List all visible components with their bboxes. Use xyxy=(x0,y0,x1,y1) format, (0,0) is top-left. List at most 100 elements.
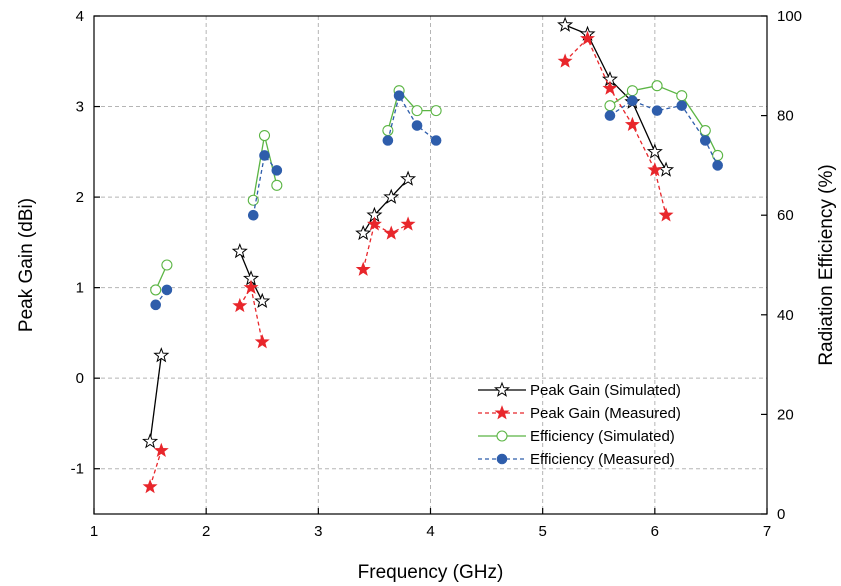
efficiency-measured-series xyxy=(150,90,723,311)
y-tick-label: 2 xyxy=(76,189,84,206)
y2-tick-label: 0 xyxy=(777,506,785,523)
efficiency-measured-point xyxy=(627,95,638,106)
data-layer xyxy=(142,16,724,494)
x-axis-label: Frequency (GHz) xyxy=(358,562,504,583)
x-tick-label: 7 xyxy=(763,523,771,540)
efficiency-simulated-point xyxy=(626,85,638,97)
efficiency-simulated-point xyxy=(150,284,162,296)
peak-gain-measured-point xyxy=(557,53,573,68)
peak-gain-measured-point xyxy=(355,261,371,276)
peak-gain-measured-point xyxy=(658,207,674,222)
peak-gain-simulated-point xyxy=(142,433,159,449)
legend-marker xyxy=(496,453,508,465)
efficiency-measured-point xyxy=(430,135,442,146)
peak-gain-measured-point xyxy=(254,334,270,349)
efficiency-measured-point xyxy=(676,100,688,111)
peak-gain-simulated-point xyxy=(658,161,675,177)
y2-tick-label: 60 xyxy=(777,207,794,224)
peak-gain-simulated-point xyxy=(557,16,574,32)
efficiency-simulated-point xyxy=(430,105,442,117)
efficiency-measured-point xyxy=(604,110,616,121)
efficiency-simulated-point xyxy=(271,179,283,191)
peak-gain-simulated-line xyxy=(564,24,667,171)
efficiency-measured-line xyxy=(252,153,278,216)
peak-gain-measured-line xyxy=(362,223,409,270)
y2-tick-label: 100 xyxy=(777,8,802,25)
legend-marker xyxy=(493,381,511,397)
peak-gain-measured-series xyxy=(142,30,674,494)
efficiency-simulated-point xyxy=(699,124,711,137)
y2-tick-label: 20 xyxy=(777,406,794,423)
peak-gain-measured-point xyxy=(243,279,259,294)
peak-gain-simulated-point xyxy=(231,242,248,259)
efficiency-simulated-point xyxy=(604,100,616,112)
x-tick-label: 1 xyxy=(90,523,98,540)
efficiency-measured-point xyxy=(382,135,394,146)
efficiency-simulated-point xyxy=(411,105,423,117)
efficiency-simulated-point xyxy=(258,129,271,142)
efficiency-measured-point xyxy=(651,105,663,116)
efficiency-simulated-point xyxy=(651,80,663,92)
efficiency-simulated-point xyxy=(247,194,259,206)
x-tick-label: 5 xyxy=(538,523,546,540)
peak-gain-measured-point xyxy=(153,442,169,457)
peak-gain-measured-point xyxy=(142,478,158,494)
efficiency-simulated-point xyxy=(676,90,688,102)
peak-gain-simulated-point xyxy=(355,224,372,241)
y-tick-label: 4 xyxy=(76,8,84,25)
efficiency-measured-point xyxy=(247,209,259,221)
y-tick-label: 1 xyxy=(76,280,84,297)
y2-axis-label: Radiation Efficiency (%) xyxy=(816,164,837,365)
efficiency-measured-point xyxy=(161,284,173,296)
legend: Peak Gain (Simulated) Peak Gain (Measured… xyxy=(478,381,681,468)
efficiency-measured-point xyxy=(271,165,283,176)
efficiency-simulated-point xyxy=(161,259,173,271)
y-tick-label: 0 xyxy=(76,370,84,387)
peak-gain-simulated-line xyxy=(362,178,409,234)
peak-gain-simulated-point xyxy=(400,170,417,186)
x-tick-label: 2 xyxy=(202,523,210,540)
legend-item-efficiency-measured: Efficiency (Measured) xyxy=(478,451,675,468)
legend-label: Peak Gain (Simulated) xyxy=(530,382,681,399)
peak-gain-measured-point xyxy=(400,216,416,231)
peak-gain-measured-line xyxy=(564,37,667,216)
peak-gain-simulated-line xyxy=(149,355,162,442)
y-axis-label: Peak Gain (dBi) xyxy=(16,198,37,332)
peak-gain-simulated-series xyxy=(142,16,675,449)
efficiency-measured-point xyxy=(393,90,405,101)
legend-item-peak-gain-measured: Peak Gain (Measured) xyxy=(478,405,681,422)
legend-label: Peak Gain (Measured) xyxy=(530,405,681,422)
peak-gain-measured-point xyxy=(624,116,640,132)
y-tick-label: 3 xyxy=(76,99,84,116)
legend-item-peak-gain-simulated: Peak Gain (Simulated) xyxy=(478,381,681,399)
grid-lines xyxy=(94,16,767,514)
x-tick-label: 6 xyxy=(651,523,659,540)
efficiency-measured-point xyxy=(712,160,723,171)
efficiency-measured-point xyxy=(411,120,423,131)
efficiency-measured-point xyxy=(259,150,270,161)
y-tick-label: -1 xyxy=(71,461,84,478)
peak-gain-measured-point xyxy=(366,216,382,231)
peak-gain-simulated-point xyxy=(153,347,170,363)
peak-gain-simulated-point xyxy=(254,292,271,309)
x-tick-label: 4 xyxy=(426,523,434,540)
legend-item-efficiency-simulated: Efficiency (Simulated) xyxy=(478,428,675,445)
peak-gain-simulated-point xyxy=(383,188,400,204)
efficiency-measured-point xyxy=(150,299,161,311)
y2-tick-label: 40 xyxy=(777,307,794,324)
peak-gain-measured-point xyxy=(647,162,663,177)
peak-gain-simulated-point xyxy=(646,143,663,159)
peak-gain-measured-point xyxy=(580,30,596,45)
efficiency-simulated-point xyxy=(382,124,394,137)
peak-gain-measured-line xyxy=(149,450,162,487)
legend-marker xyxy=(496,430,508,442)
legend-marker xyxy=(494,405,510,420)
x-tick-label: 3 xyxy=(314,523,322,540)
legend-label: Efficiency (Measured) xyxy=(530,451,675,468)
y2-tick-label: 80 xyxy=(777,108,794,125)
efficiency-measured-point xyxy=(700,135,711,146)
peak-gain-measured-point xyxy=(232,297,248,313)
legend-label: Efficiency (Simulated) xyxy=(530,428,675,445)
